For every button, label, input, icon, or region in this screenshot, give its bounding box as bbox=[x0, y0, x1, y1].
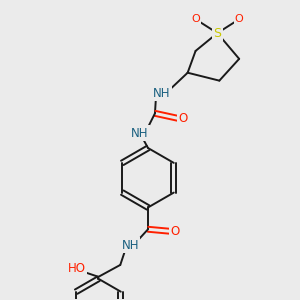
Text: O: O bbox=[191, 14, 200, 24]
Text: O: O bbox=[178, 112, 187, 125]
Text: O: O bbox=[235, 14, 244, 24]
Text: S: S bbox=[213, 27, 221, 40]
Text: NH: NH bbox=[131, 127, 149, 140]
Text: O: O bbox=[170, 225, 179, 238]
Text: NH: NH bbox=[153, 87, 171, 100]
Text: NH: NH bbox=[122, 238, 139, 252]
Text: HO: HO bbox=[68, 262, 86, 275]
